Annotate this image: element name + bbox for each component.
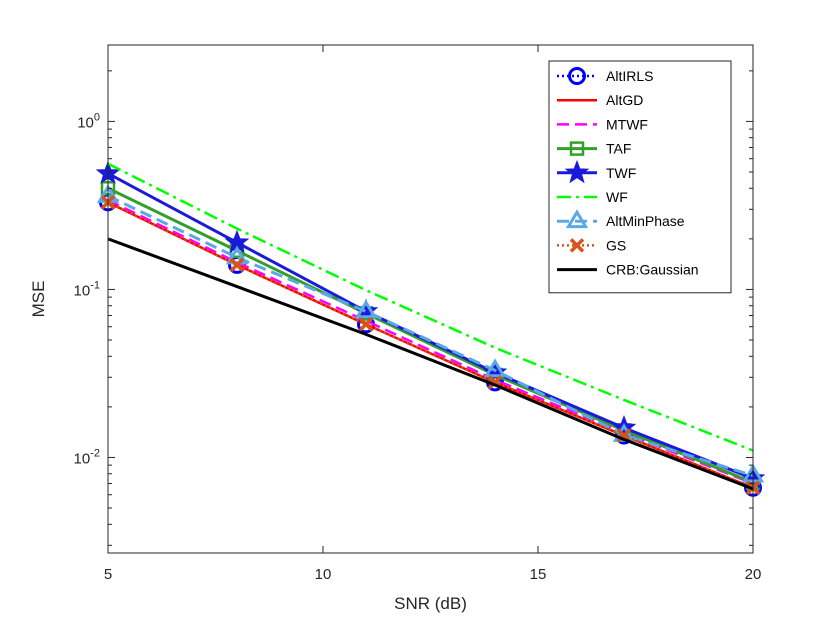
legend-label-twf: TWF	[606, 165, 636, 181]
series-line-gs	[107, 201, 754, 489]
y-tick-label: 100	[77, 111, 100, 131]
marker-star	[564, 159, 590, 184]
series-wf	[107, 162, 754, 452]
marker-triangle	[483, 358, 507, 378]
marker-x-b	[358, 317, 374, 332]
legend-label-crb-gaussian: CRB:Gaussian	[606, 262, 699, 278]
series-crb-gaussian	[107, 237, 754, 491]
marker-x-b	[229, 257, 245, 273]
marker-x-b	[569, 238, 585, 253]
x-axis-title: SNR (dB)	[394, 594, 467, 613]
series-layer	[95, 160, 766, 497]
series-line-twf	[107, 172, 754, 480]
plot-frame	[107, 44, 754, 554]
marker-triangle	[565, 209, 589, 229]
marker-circle	[568, 67, 586, 85]
x-tick-label: 10	[315, 566, 332, 583]
legend-entry-altminphase: AltMinPhase	[557, 209, 685, 229]
x-tick-label: 15	[530, 566, 547, 583]
legend-label-altgd: AltGD	[606, 92, 643, 108]
legend-entry-twf: TWF	[557, 159, 636, 184]
legend-entry-altgd: AltGD	[557, 92, 643, 108]
y-tick-label: 10-2	[74, 447, 100, 467]
legend-label-altminphase: AltMinPhase	[606, 213, 685, 229]
y-axis-title: MSE	[29, 281, 48, 318]
legend-entry-gs: GS	[557, 237, 626, 253]
series-line-taf	[107, 186, 754, 484]
marker-x-b	[616, 428, 632, 443]
legend-entry-mtwf: MTWF	[557, 116, 648, 132]
series-line-mtwf	[107, 199, 754, 485]
series-mtwf	[107, 199, 754, 485]
legend-entry-crb-gaussian: CRB:Gaussian	[557, 262, 699, 278]
legend: AltIRLS AltGD MTWF TAF TWF WF AltMinPhase GS CRB…	[548, 60, 732, 294]
legend-entry-taf: TAF	[557, 141, 631, 157]
legend-label-altirls: AltIRLS	[606, 68, 653, 84]
legend-label-mtwf: MTWF	[606, 116, 648, 132]
x-tick-label: 5	[104, 566, 112, 583]
marker-square	[569, 141, 585, 156]
series-gs	[100, 195, 761, 496]
marker-x-b	[487, 375, 503, 390]
legend-label-taf: TAF	[606, 141, 631, 157]
marker-triangle	[354, 299, 378, 319]
legend-entry-wf: WF	[557, 189, 628, 205]
axes-layer: 5 10 15 20 100 10-1 10-2	[74, 45, 762, 583]
series-line-wf	[107, 162, 754, 452]
legend-label-gs: GS	[606, 237, 626, 253]
series-line-altminphase	[107, 194, 754, 478]
legend-label-wf: WF	[606, 189, 628, 205]
series-line-crb-gaussian	[107, 237, 754, 491]
x-tick-label: 20	[745, 566, 762, 583]
legend-entry-altirls: AltIRLS	[557, 67, 653, 85]
y-tick-label: 10-1	[74, 279, 100, 299]
